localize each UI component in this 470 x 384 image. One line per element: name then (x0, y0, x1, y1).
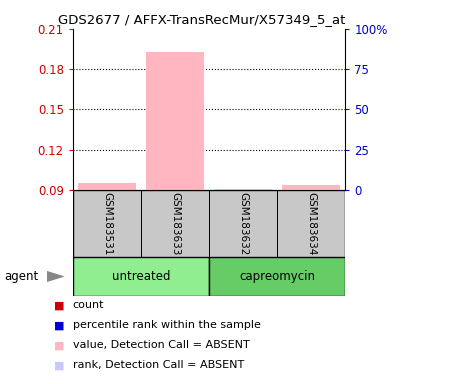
Bar (214, 189, 272, 190)
Text: untreated: untreated (112, 270, 170, 283)
Text: GSM183531: GSM183531 (102, 192, 112, 255)
Bar (141, 190, 209, 257)
Bar (282, 185, 340, 190)
Text: value, Detection Call = ABSENT: value, Detection Call = ABSENT (73, 340, 250, 350)
Text: capreomycin: capreomycin (239, 270, 315, 283)
Bar (209, 190, 277, 257)
Bar (209, 257, 345, 296)
Text: ■: ■ (54, 360, 64, 370)
Text: ■: ■ (54, 340, 64, 350)
Text: ■: ■ (54, 320, 64, 330)
Bar (73, 190, 141, 257)
Bar (78, 184, 136, 190)
Bar (277, 190, 345, 257)
Text: percentile rank within the sample: percentile rank within the sample (73, 320, 261, 330)
Bar (73, 257, 209, 296)
Text: ■: ■ (54, 300, 64, 310)
Text: count: count (73, 300, 104, 310)
Bar (146, 51, 204, 190)
Text: GSM183632: GSM183632 (238, 192, 248, 255)
Text: GSM183633: GSM183633 (170, 192, 180, 255)
Text: rank, Detection Call = ABSENT: rank, Detection Call = ABSENT (73, 360, 244, 370)
Text: agent: agent (5, 270, 39, 283)
Text: GSM183634: GSM183634 (306, 192, 316, 255)
Text: GDS2677 / AFFX-TransRecMur/X57349_5_at: GDS2677 / AFFX-TransRecMur/X57349_5_at (58, 13, 346, 26)
Polygon shape (47, 271, 65, 282)
